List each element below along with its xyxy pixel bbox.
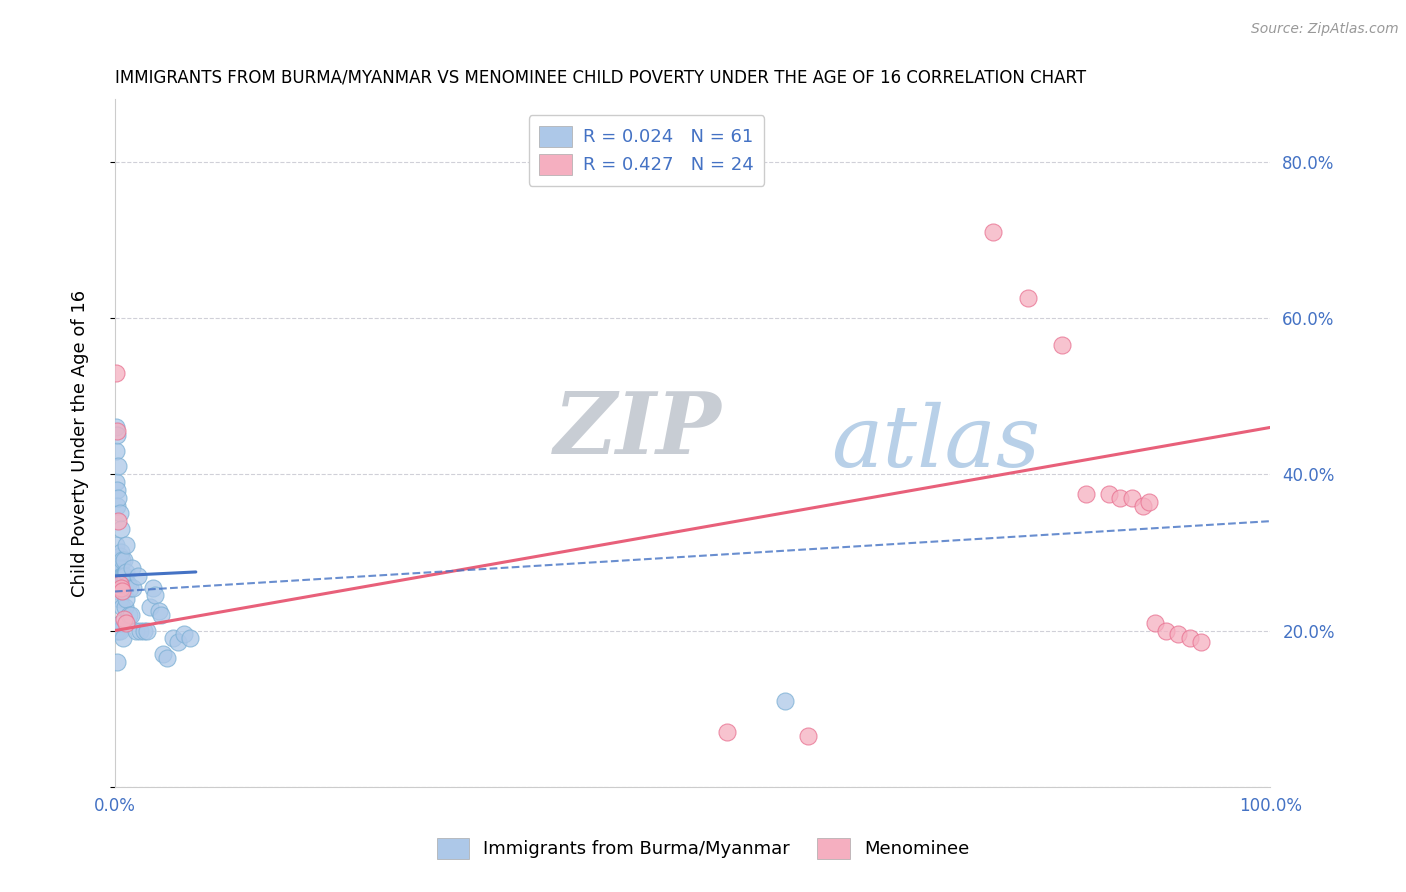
Point xyxy=(1189,635,1212,649)
Point xyxy=(152,647,174,661)
Point xyxy=(110,569,132,583)
Text: ZIP: ZIP xyxy=(554,387,721,471)
Point xyxy=(1121,491,1143,505)
Point xyxy=(1132,499,1154,513)
Point xyxy=(105,499,128,513)
Text: atlas: atlas xyxy=(831,401,1040,484)
Point xyxy=(107,553,129,567)
Point xyxy=(110,522,132,536)
Point xyxy=(127,569,149,583)
Point xyxy=(716,725,738,739)
Point xyxy=(111,600,134,615)
Point xyxy=(105,655,128,669)
Point xyxy=(156,651,179,665)
Point xyxy=(132,624,155,638)
Point xyxy=(111,632,134,646)
Point xyxy=(148,604,170,618)
Point xyxy=(1052,338,1074,352)
Point xyxy=(117,576,139,591)
Point xyxy=(108,506,131,520)
Point xyxy=(1109,491,1132,505)
Point xyxy=(773,694,796,708)
Point xyxy=(107,584,129,599)
Text: IMMIGRANTS FROM BURMA/MYANMAR VS MENOMINEE CHILD POVERTY UNDER THE AGE OF 16 COR: IMMIGRANTS FROM BURMA/MYANMAR VS MENOMIN… xyxy=(115,69,1085,87)
Point xyxy=(162,632,184,646)
Point xyxy=(138,600,160,615)
Point xyxy=(105,483,128,497)
Point xyxy=(981,225,1004,239)
Point xyxy=(110,581,132,595)
Point xyxy=(107,459,129,474)
Y-axis label: Child Poverty Under the Age of 16: Child Poverty Under the Age of 16 xyxy=(72,289,89,597)
Point xyxy=(108,576,131,591)
Point xyxy=(150,607,173,622)
Point xyxy=(105,420,128,434)
Point xyxy=(105,538,128,552)
Point xyxy=(110,545,132,559)
Point xyxy=(108,561,131,575)
Point xyxy=(115,565,138,579)
Point xyxy=(115,592,138,607)
Point xyxy=(115,615,138,630)
Point xyxy=(105,428,128,442)
Point xyxy=(120,607,142,622)
Point xyxy=(111,569,134,583)
Legend: R = 0.024   N = 61, R = 0.427   N = 24: R = 0.024 N = 61, R = 0.427 N = 24 xyxy=(529,115,765,186)
Point xyxy=(114,600,136,615)
Point xyxy=(114,569,136,583)
Point xyxy=(107,491,129,505)
Point xyxy=(173,627,195,641)
Point xyxy=(112,612,135,626)
Point xyxy=(1178,632,1201,646)
Point xyxy=(797,729,820,743)
Point xyxy=(105,624,128,638)
Point xyxy=(107,624,129,638)
Text: Source: ZipAtlas.com: Source: ZipAtlas.com xyxy=(1251,22,1399,37)
Point xyxy=(105,366,128,380)
Point xyxy=(105,425,128,439)
Point xyxy=(105,443,128,458)
Point xyxy=(107,514,129,528)
Point xyxy=(105,569,128,583)
Point xyxy=(110,615,132,630)
Point xyxy=(112,569,135,583)
Point xyxy=(108,549,131,564)
Point xyxy=(1156,624,1178,638)
Point xyxy=(1137,494,1160,508)
Point xyxy=(179,632,201,646)
Point xyxy=(108,592,131,607)
Point xyxy=(1074,487,1097,501)
Point xyxy=(145,588,167,602)
Point xyxy=(125,624,148,638)
Point xyxy=(1017,292,1039,306)
Point xyxy=(1098,487,1121,501)
Point xyxy=(112,553,135,567)
Point xyxy=(115,538,138,552)
Point xyxy=(111,569,134,583)
Point xyxy=(1143,615,1166,630)
Point xyxy=(129,624,152,638)
Point xyxy=(105,475,128,489)
Point xyxy=(167,635,190,649)
Point xyxy=(107,565,129,579)
Point xyxy=(108,624,131,638)
Point xyxy=(118,607,141,622)
Point xyxy=(105,569,128,583)
Point xyxy=(142,581,165,595)
Point xyxy=(1167,627,1189,641)
Point xyxy=(118,581,141,595)
Legend: Immigrants from Burma/Myanmar, Menominee: Immigrants from Burma/Myanmar, Menominee xyxy=(426,827,980,870)
Point xyxy=(121,561,143,575)
Point xyxy=(111,584,134,599)
Point xyxy=(111,553,134,567)
Point xyxy=(136,624,159,638)
Point xyxy=(122,581,145,595)
